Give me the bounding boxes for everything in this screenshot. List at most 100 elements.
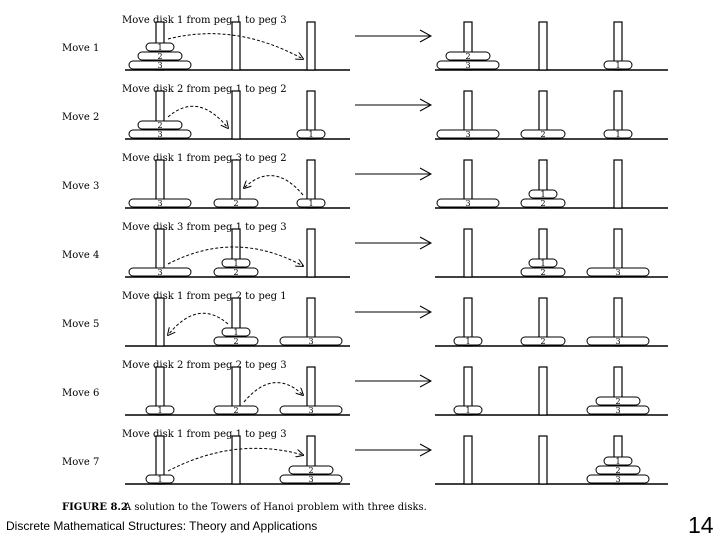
before-disk-2	[213, 405, 259, 415]
after-peg-3	[613, 297, 623, 347]
after-disk-label-3: 3	[615, 475, 620, 484]
footer-course-title: Discrete Mathematical Structures: Theory…	[6, 519, 318, 533]
after-disk-label-3: 3	[615, 337, 620, 346]
after-disk-label-2: 2	[540, 130, 545, 139]
before-peg-1	[155, 228, 165, 278]
after-disk-label-3: 3	[615, 268, 620, 277]
after-disk-1	[528, 258, 558, 268]
after-disk-1	[453, 405, 483, 415]
before-disk-2	[288, 465, 334, 475]
move-caption: Move disk 2 from peg 2 to peg 3	[122, 360, 287, 371]
move-caption: Move disk 3 from peg 1 to peg 3	[122, 222, 287, 233]
before-peg-3	[306, 228, 316, 278]
before-disk-3	[128, 198, 192, 208]
after-disk-label-1: 1	[615, 61, 620, 70]
page-number: 14	[688, 512, 714, 538]
transition-arrowhead	[419, 443, 433, 457]
move-label: Move 4	[62, 250, 99, 261]
after-disk-label-2: 2	[615, 466, 620, 475]
move-label: Move 7	[62, 457, 99, 468]
transition-arrowhead	[419, 167, 433, 181]
after-peg-2	[538, 228, 548, 278]
move-arrow	[167, 33, 303, 59]
before-peg-2	[231, 21, 241, 71]
before-peg-2	[231, 366, 241, 416]
after-peg-3	[613, 90, 623, 140]
move-caption: Move disk 1 from peg 2 to peg 1	[122, 291, 287, 302]
before-peg-2	[231, 159, 241, 209]
after-peg-2	[538, 90, 548, 140]
before-peg-3	[306, 159, 316, 209]
before-disk-label-3: 3	[308, 337, 313, 346]
before-disk-label-3: 3	[157, 61, 162, 70]
before-disk-3	[128, 129, 192, 139]
before-disk-label-1: 1	[308, 130, 313, 139]
before-disk-1	[296, 198, 326, 208]
before-disk-2	[137, 51, 183, 61]
before-disk-label-3: 3	[157, 268, 162, 277]
transition-arrowhead	[419, 305, 433, 319]
after-disk-1	[453, 336, 483, 346]
transition-arrowhead	[419, 98, 433, 112]
before-disk-label-1: 1	[157, 43, 162, 52]
before-peg-3	[306, 366, 316, 416]
after-disk-3	[586, 267, 650, 277]
after-disk-label-2: 2	[540, 337, 545, 346]
before-disk-label-2: 2	[157, 121, 162, 130]
before-disk-label-1: 1	[233, 328, 238, 337]
move-caption: Move disk 1 from peg 1 to peg 3	[122, 429, 287, 440]
transition-arrowhead	[419, 29, 433, 43]
move-label: Move 2	[62, 112, 99, 123]
move-label: Move 5	[62, 319, 99, 330]
after-peg-2	[538, 297, 548, 347]
before-peg-3	[306, 435, 316, 485]
move-caption: Move disk 2 from peg 1 to peg 2	[122, 84, 287, 95]
before-disk-2	[213, 267, 259, 277]
move-label: Move 3	[62, 181, 99, 192]
before-disk-label-1: 1	[157, 475, 162, 484]
after-disk-label-1: 1	[540, 259, 545, 268]
after-disk-2	[520, 129, 566, 139]
before-disk-label-3: 3	[308, 406, 313, 415]
before-disk-label-1: 1	[233, 259, 238, 268]
after-peg-1	[463, 159, 473, 209]
after-peg-3	[613, 159, 623, 209]
before-peg-3	[306, 21, 316, 71]
after-disk-1	[603, 129, 633, 139]
move-caption: Move disk 1 from peg 3 to peg 2	[122, 153, 287, 164]
before-disk-1	[221, 258, 251, 268]
move-arrow	[243, 382, 303, 403]
before-peg-2	[231, 297, 241, 347]
before-disk-3	[128, 267, 192, 277]
after-disk-label-2: 2	[540, 268, 545, 277]
move-row-5: Move disk 1 from peg 2 to peg 1 Move 5 2 1 3…	[62, 291, 668, 347]
move-arrow	[167, 105, 228, 128]
before-peg-1	[155, 297, 165, 347]
before-disk-label-2: 2	[233, 406, 238, 415]
before-peg-3	[306, 297, 316, 347]
before-peg-3	[306, 90, 316, 140]
transition-arrowhead	[419, 374, 433, 388]
move-label: Move 6	[62, 388, 99, 399]
before-disk-label-2: 2	[157, 52, 162, 61]
after-peg-2	[538, 435, 548, 485]
after-peg-1	[463, 90, 473, 140]
after-disk-3	[436, 129, 500, 139]
before-disk-label-3: 3	[157, 130, 162, 139]
move-label: Move 1	[62, 43, 99, 54]
after-disk-label-3: 3	[465, 130, 470, 139]
after-peg-1	[463, 21, 473, 71]
before-peg-2	[231, 228, 241, 278]
after-disk-label-2: 2	[465, 52, 470, 61]
move-caption: Move disk 1 from peg 1 to peg 3	[122, 15, 287, 26]
before-disk-1	[145, 474, 175, 484]
move-arrow	[167, 246, 303, 266]
after-peg-3	[613, 21, 623, 71]
after-disk-label-1: 1	[540, 190, 545, 199]
before-disk-2	[137, 120, 183, 130]
